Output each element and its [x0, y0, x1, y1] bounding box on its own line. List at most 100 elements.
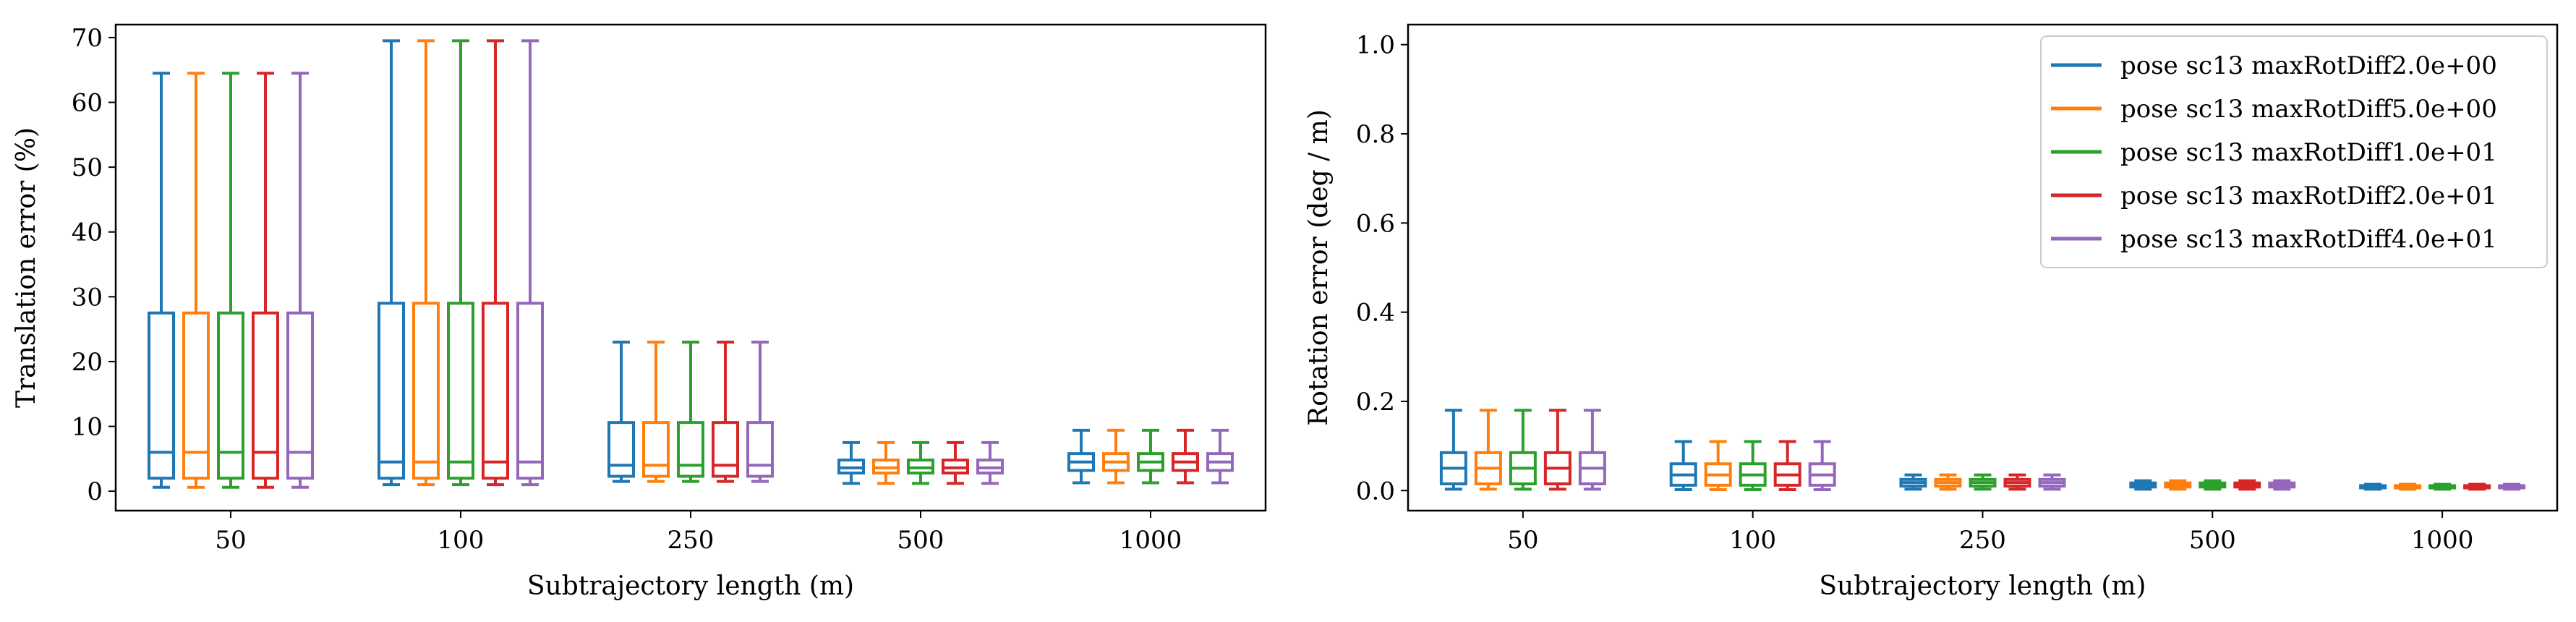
box-500-series-0: [2129, 479, 2157, 491]
box-1000-series-1: [2394, 482, 2422, 491]
iqr-box: [148, 311, 175, 480]
legend-item-0: pose sc13 maxRotDiff2.0e+00: [2051, 51, 2497, 80]
x-axis-label: Subtrajectory length (m): [527, 571, 854, 601]
box-100-series-4: [1808, 440, 1836, 492]
x-tick-label: 100: [438, 526, 485, 555]
x-tick-label: 250: [668, 526, 715, 555]
legend-item-3: pose sc13 maxRotDiff2.0e+01: [2051, 182, 2497, 210]
series-3-boxes: [1543, 409, 2491, 492]
box-1000-series-3: [2463, 482, 2491, 491]
y-tick-label: 20: [72, 348, 103, 377]
box-1000-series-2: [1137, 428, 1164, 485]
series-4-boxes: [1578, 409, 2526, 492]
box-50-series-0: [148, 72, 175, 489]
series-3-boxes: [252, 39, 1199, 489]
y-tick-label: 40: [72, 218, 103, 247]
box-50-series-3: [252, 72, 279, 489]
x-tick-label: 500: [897, 526, 944, 555]
box-250-series-1: [1934, 473, 1962, 491]
x-axis-label: Subtrajectory length (m): [1819, 571, 2146, 601]
box-500-series-3: [2233, 479, 2261, 491]
box-100-series-0: [378, 39, 405, 487]
rotation-error-panel: 0.0 0.2 0.4 0.6 0.8 1.0 50 100 250 500 1000 Subtraj…: [1304, 23, 2559, 601]
iqr-box: [516, 302, 544, 480]
series-2-boxes: [217, 39, 1164, 489]
legend-item-2: pose sc13 maxRotDiff1.0e+01: [2051, 138, 2497, 167]
box-250-series-3: [712, 341, 739, 483]
x-tick-label: 50: [215, 526, 246, 555]
iqr-box: [642, 421, 670, 478]
iqr-box: [286, 311, 314, 480]
y-axis-label: Translation error (%): [12, 127, 41, 408]
x-axis: 50 100 250 500 1000: [215, 511, 1182, 555]
y-tick-label: 50: [72, 153, 103, 182]
series-0-boxes: [148, 39, 1095, 489]
box-500-series-2: [907, 440, 934, 485]
box-50-series-4: [286, 72, 314, 489]
legend-item-1: pose sc13 maxRotDiff5.0e+00: [2051, 95, 2497, 124]
box-500-series-4: [2268, 479, 2296, 491]
box-500-series-2: [2198, 479, 2227, 491]
y-tick-label: 0.8: [1356, 120, 1395, 149]
translation-error-panel: 0 10 20 30 40 50 60 70 50 100 250 500 1000 Subtraject…: [12, 23, 1267, 601]
y-tick-label: 30: [72, 283, 103, 312]
box-250-series-2: [1969, 473, 1997, 491]
series-1-boxes: [182, 39, 1130, 489]
x-tick-label: 250: [1959, 526, 2006, 555]
box-250-series-3: [2003, 473, 2031, 491]
box-500-series-0: [837, 440, 865, 485]
series-0-boxes: [1439, 409, 2387, 492]
x-tick-label: 1000: [2411, 526, 2474, 555]
legend-label: pose sc13 maxRotDiff2.0e+00: [2120, 51, 2497, 80]
y-tick-label: 10: [72, 413, 103, 442]
box-1000-series-0: [1067, 428, 1095, 485]
y-axis: 0.0 0.2 0.4 0.6 0.8 1.0: [1356, 31, 1408, 506]
series-1-boxes: [1474, 409, 2422, 492]
y-tick-label: 60: [72, 89, 103, 118]
iqr-box: [252, 311, 279, 480]
box-50-series-3: [1543, 409, 1571, 491]
legend-label: pose sc13 maxRotDiff2.0e+01: [2120, 182, 2497, 210]
iqr-box: [447, 302, 474, 480]
box-100-series-3: [1773, 440, 1801, 492]
y-tick-label: 70: [72, 24, 103, 53]
box-100-series-1: [412, 39, 440, 487]
box-1000-series-2: [2428, 482, 2457, 491]
legend: pose sc13 maxRotDiff2.0e+00 pose sc13 max…: [2040, 35, 2548, 268]
box-250-series-1: [642, 341, 670, 483]
box-500-series-4: [976, 440, 1004, 485]
box-250-series-0: [1899, 473, 1927, 491]
box-500-series-3: [942, 440, 969, 485]
box-100-series-4: [516, 39, 544, 487]
x-axis: 50 100 250 500 1000: [1507, 511, 2473, 555]
box-100-series-1: [1704, 440, 1732, 492]
y-tick-label: 0.6: [1356, 209, 1395, 238]
box-250-series-0: [607, 341, 635, 483]
box-1000-series-4: [1206, 428, 1234, 485]
iqr-box: [746, 421, 774, 478]
y-axis-label: Rotation error (deg / m): [1304, 109, 1334, 426]
box-50-series-2: [217, 72, 244, 489]
box-1000-series-3: [1172, 428, 1199, 485]
x-tick-label: 500: [2189, 526, 2236, 555]
iqr-box: [217, 311, 244, 480]
legend-label: pose sc13 maxRotDiff5.0e+00: [2120, 95, 2497, 124]
y-tick-label: 0.0: [1356, 477, 1395, 506]
box-250-series-4: [2038, 473, 2066, 491]
y-axis: 0 10 20 30 40 50 60 70: [72, 24, 116, 506]
legend-label: pose sc13 maxRotDiff4.0e+01: [2120, 225, 2497, 254]
series-4-boxes: [286, 39, 1234, 489]
box-50-series-2: [1509, 409, 1537, 491]
box-50-series-4: [1578, 409, 1606, 491]
y-tick-label: 1.0: [1356, 31, 1395, 60]
legend-label: pose sc13 maxRotDiff1.0e+01: [2120, 138, 2497, 167]
iqr-box: [182, 311, 210, 480]
box-250-series-4: [746, 341, 774, 483]
legend-item-4: pose sc13 maxRotDiff4.0e+01: [2051, 225, 2497, 254]
iqr-box: [482, 302, 509, 480]
series-2-boxes: [1509, 409, 2457, 492]
box-500-series-1: [872, 440, 900, 485]
box-500-series-1: [2164, 479, 2192, 491]
box-100-series-2: [1739, 440, 1767, 492]
